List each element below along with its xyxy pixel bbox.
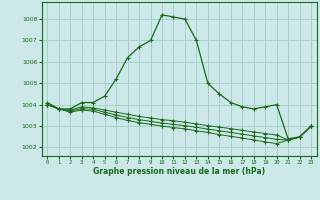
X-axis label: Graphe pression niveau de la mer (hPa): Graphe pression niveau de la mer (hPa) xyxy=(93,167,265,176)
